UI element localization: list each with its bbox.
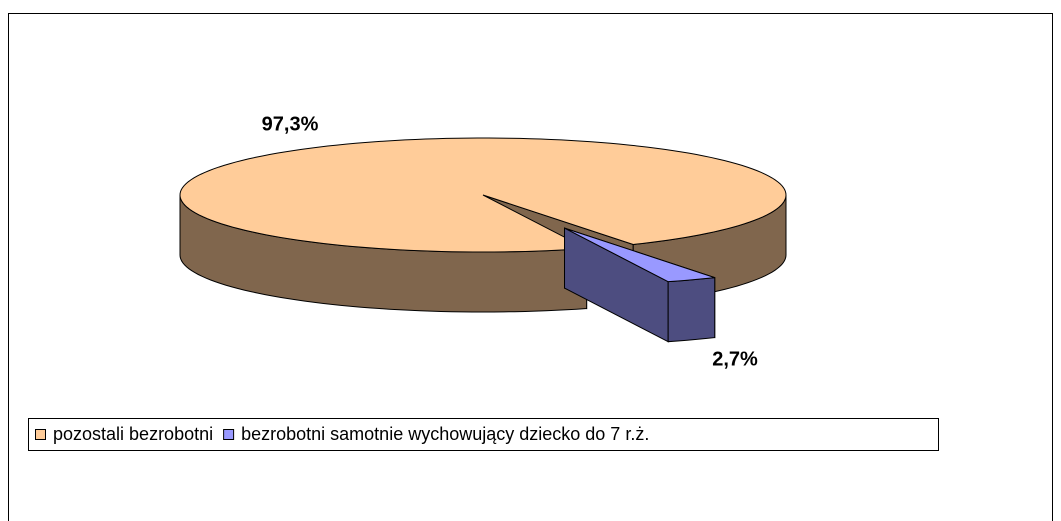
legend-swatch	[223, 429, 235, 440]
slice-side	[667, 277, 716, 343]
slice-top	[179, 137, 787, 253]
legend-swatch	[35, 429, 46, 440]
pie-slice	[564, 227, 716, 343]
value-label: 2,7%	[712, 348, 758, 370]
slice-top	[564, 227, 715, 283]
legend-label: bezrobotni samotnie wychowujący dziecko …	[241, 424, 649, 444]
legend-box	[28, 418, 939, 451]
legend-label: pozostali bezrobotni	[53, 424, 213, 444]
value-label: 97,3%	[262, 113, 319, 135]
